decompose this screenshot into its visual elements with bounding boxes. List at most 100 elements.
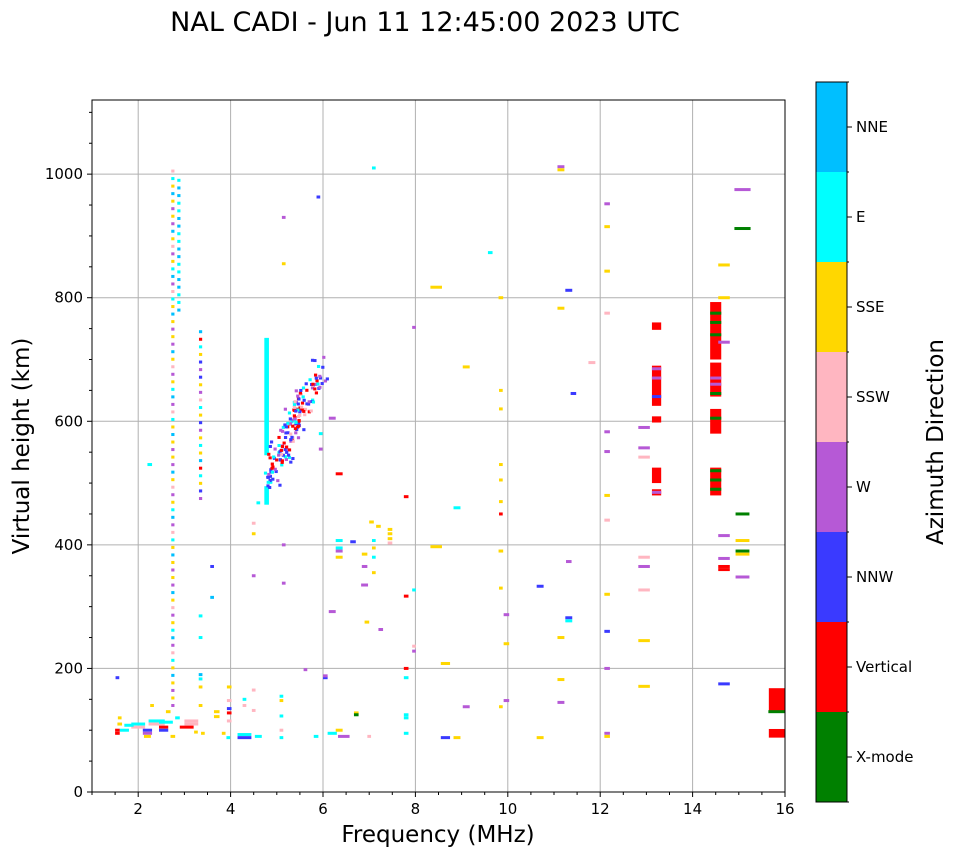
echo-point xyxy=(304,382,308,386)
echo-point xyxy=(270,462,274,466)
x-tick-label: 14 xyxy=(683,800,702,818)
echo-point xyxy=(557,168,565,172)
grid xyxy=(92,100,785,792)
echo-point xyxy=(177,186,181,190)
echo-point xyxy=(171,320,175,324)
echo-point xyxy=(338,734,350,738)
echo-point xyxy=(171,704,175,707)
echo-point xyxy=(353,713,359,717)
colorbar-segment xyxy=(816,712,847,802)
echo-point xyxy=(300,408,304,412)
echo-point xyxy=(279,736,284,740)
echo-point xyxy=(298,391,302,395)
colorbar-segment xyxy=(816,172,847,262)
colorbar-segment xyxy=(816,532,847,622)
y-tick-label: 400 xyxy=(54,536,83,554)
echo-point xyxy=(651,490,662,494)
echo-point xyxy=(177,270,181,274)
echo-point xyxy=(320,382,324,386)
echo-point xyxy=(184,722,199,726)
echo-point xyxy=(198,337,203,341)
echo-point xyxy=(303,668,308,672)
echo-point xyxy=(638,564,650,568)
echo-point xyxy=(283,436,288,440)
echo-point xyxy=(412,644,416,648)
colorbar-segment xyxy=(816,352,847,442)
echo-point xyxy=(198,466,203,470)
echo-point xyxy=(177,216,181,220)
y-tick-label: 1000 xyxy=(45,165,83,183)
echo-point xyxy=(301,395,305,399)
echo-point xyxy=(177,285,181,289)
echo-point xyxy=(570,391,577,395)
echo-point xyxy=(499,705,503,709)
echo-point xyxy=(718,568,730,572)
echo-point xyxy=(171,508,175,512)
echo-point xyxy=(710,469,722,473)
echo-point xyxy=(403,495,409,499)
echo-point xyxy=(710,487,722,491)
echo-point xyxy=(226,711,232,715)
echo-point xyxy=(281,543,286,547)
echo-point xyxy=(142,728,153,732)
echo-point xyxy=(387,537,393,541)
echo-point xyxy=(604,202,610,206)
y-tick-label: 200 xyxy=(54,659,83,677)
echo-point xyxy=(171,500,175,504)
echo-point xyxy=(588,361,596,365)
echo-point xyxy=(279,694,284,698)
echo-point xyxy=(276,479,280,483)
echo-point xyxy=(198,436,203,440)
colorbar-frame xyxy=(815,81,848,803)
echo-point xyxy=(171,417,175,421)
echo-point xyxy=(403,731,409,735)
echo-point xyxy=(440,736,451,740)
echo-point xyxy=(171,252,175,256)
echo-point xyxy=(311,400,316,404)
echo-point xyxy=(283,423,287,427)
echo-point xyxy=(710,416,722,420)
echo-point xyxy=(273,467,277,471)
echo-point xyxy=(274,470,278,474)
echo-point xyxy=(604,731,610,735)
echo-point xyxy=(305,388,309,392)
echo-point xyxy=(313,387,317,391)
echo-point xyxy=(499,388,503,392)
echo-point xyxy=(277,435,281,439)
echo-point xyxy=(198,406,203,410)
echo-point xyxy=(734,227,751,231)
colorbar-segment xyxy=(816,442,847,532)
echo-point xyxy=(718,556,730,560)
echo-point xyxy=(316,382,320,386)
echo-point xyxy=(565,616,573,620)
echo-point xyxy=(430,545,442,549)
echo-point xyxy=(296,408,300,412)
echo-point xyxy=(171,598,175,602)
echo-point xyxy=(299,388,303,392)
echo-point xyxy=(165,710,171,714)
echo-point xyxy=(318,432,323,436)
echo-point xyxy=(281,262,286,266)
echo-point xyxy=(283,448,287,452)
echo-point xyxy=(310,358,315,362)
echo-point xyxy=(281,581,286,585)
echo-point xyxy=(718,534,730,538)
echo-point xyxy=(403,713,409,717)
echo-point xyxy=(284,445,289,449)
echo-point xyxy=(294,420,298,424)
echo-point xyxy=(536,736,544,740)
echo-point xyxy=(298,410,302,414)
echo-point xyxy=(171,192,175,196)
echo-point xyxy=(307,410,311,414)
echo-point xyxy=(301,386,306,390)
echo-point xyxy=(171,696,175,700)
echo-point xyxy=(498,296,504,300)
echo-point xyxy=(171,688,175,692)
echo-point xyxy=(335,555,343,559)
echo-point xyxy=(171,606,175,610)
echo-point xyxy=(378,628,384,632)
echo-point xyxy=(171,335,175,339)
echo-point xyxy=(499,586,503,590)
echo-point xyxy=(284,431,288,435)
echo-point xyxy=(284,425,288,429)
